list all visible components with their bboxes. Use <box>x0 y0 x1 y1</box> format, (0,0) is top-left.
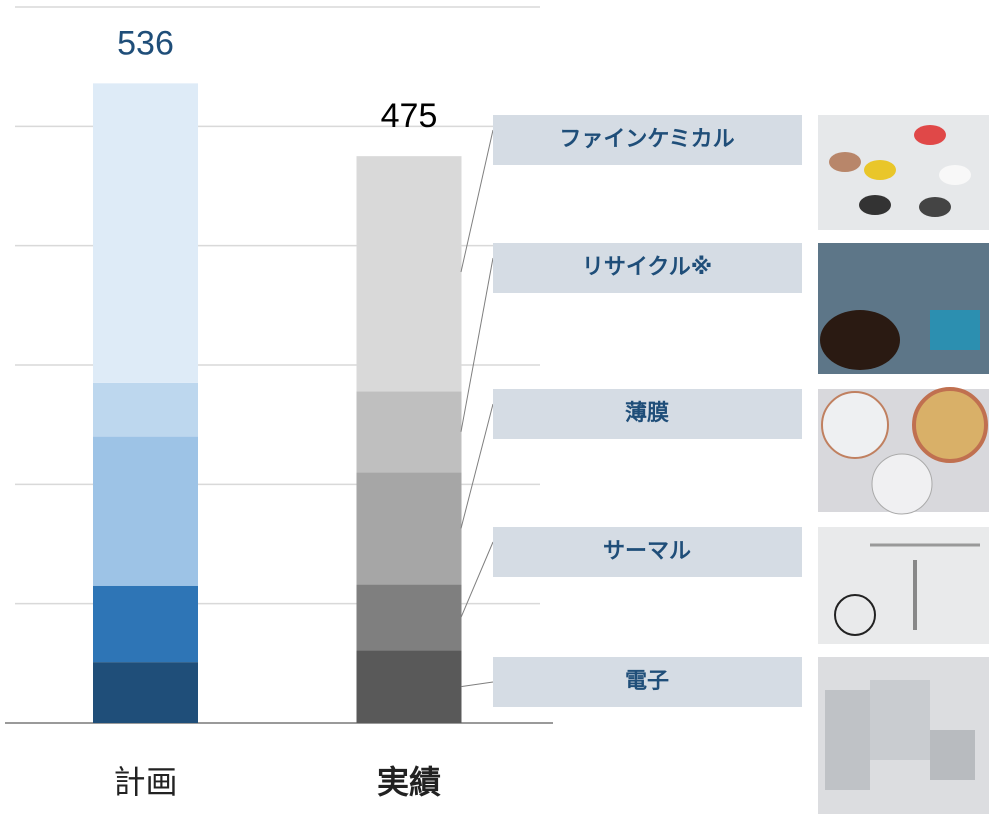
legend-label: リサイクル※ <box>582 255 712 280</box>
bar-segment <box>93 83 198 383</box>
photo-detail <box>829 152 861 172</box>
photo-detail <box>914 389 986 461</box>
page: {"chart_data": {"type": "stacked-bar", "… <box>0 0 989 814</box>
bar-segment <box>357 391 462 472</box>
bar-segment <box>93 586 198 662</box>
connector <box>461 404 493 528</box>
connector <box>461 258 493 432</box>
photo-detail <box>859 195 891 215</box>
x-tick-label: 計画 <box>113 763 177 801</box>
photo-detail <box>872 454 932 514</box>
photo-detail <box>939 165 971 185</box>
x-tick-label: 実績 <box>377 763 441 801</box>
photo-detail <box>930 730 975 780</box>
legend-label: サーマル <box>603 539 691 564</box>
connector <box>461 542 493 617</box>
bar-segment <box>93 662 198 723</box>
photo-detail <box>822 392 888 458</box>
legend-label: 電子 <box>625 669 669 694</box>
total-label: 536 <box>117 24 174 62</box>
photo-detail <box>930 310 980 350</box>
photo-detail <box>820 310 900 370</box>
bar-segment <box>357 472 462 584</box>
bar-segment <box>357 650 462 723</box>
legend-label: ファインケミカル <box>559 127 734 152</box>
legend-label: 薄膜 <box>625 401 669 426</box>
photo-detail <box>870 680 930 760</box>
connector <box>461 682 493 687</box>
total-label: 475 <box>381 97 438 135</box>
bar-segment <box>93 437 198 586</box>
bar-segment <box>93 383 198 437</box>
bar-segment <box>357 585 462 651</box>
photos <box>818 115 989 814</box>
bar-segment <box>357 156 462 391</box>
chart: 536 計画 475 実績 電子 サーマル 薄膜 リサイクル※ ファインケミカル <box>0 0 989 814</box>
photo-detail <box>914 125 946 145</box>
connector <box>461 130 493 272</box>
photo-detail <box>864 160 896 180</box>
photo-detail <box>825 690 870 790</box>
photo-detail <box>919 197 951 217</box>
